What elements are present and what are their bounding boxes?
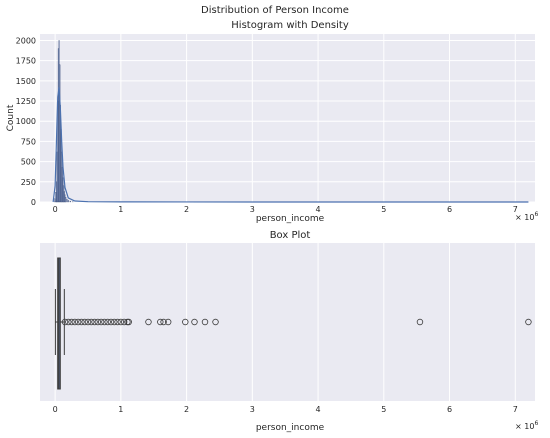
boxplot-x-tick-label: 0 [53, 405, 58, 414]
histogram-y-tick-label: 250 [21, 178, 36, 187]
boxplot-outlier [416, 318, 424, 326]
histogram-title: Histogram with Density [231, 20, 349, 31]
histogram-x-scale-text: × 10 [515, 213, 534, 222]
boxplot-x-tick-label: 4 [316, 405, 321, 414]
boxplot-outlier [91, 318, 98, 326]
density-curve [52, 87, 529, 203]
histogram-y-axis-label: Count [6, 104, 16, 131]
histogram-x-axis-label: person_income [256, 214, 325, 224]
histogram-y-tick-label: 750 [21, 137, 36, 146]
boxplot-outlier [68, 318, 75, 326]
histogram-x-tick-label: 3 [250, 205, 255, 214]
histogram-x-tick-label: 6 [447, 205, 452, 214]
histogram-y-tick-label: 2000 [16, 36, 36, 45]
boxplot-outlier [182, 318, 189, 326]
histogram-bars [54, 40, 74, 203]
histogram-x-tick-label: 1 [118, 205, 123, 214]
boxplot-outlier [97, 318, 105, 326]
histogram-y-tick-label: 1250 [16, 97, 36, 106]
boxplot-outlier [120, 318, 128, 326]
histogram-grid [40, 34, 535, 203]
boxplot-outlier [164, 318, 172, 326]
histogram-y-tick-label: 1500 [16, 77, 36, 86]
boxplot-outlier [201, 318, 209, 326]
boxplot-outlier [78, 318, 85, 326]
boxplot-outlier [81, 318, 88, 326]
boxplot-x-tick-label: 1 [118, 405, 123, 414]
boxplot-outlier [114, 318, 121, 326]
boxplot-x-scale-text: × 10 [515, 422, 534, 431]
boxplot-x-tick-label: 2 [184, 405, 189, 414]
histogram-y-ticks: 0 250 500 750 1000 1250 1500 1750 2000 [16, 36, 36, 207]
boxplot-plot-area [40, 243, 535, 401]
histogram-x-tick-label: 4 [316, 205, 321, 214]
boxplot-outlier [107, 318, 115, 326]
boxplot-x-tick-label: 5 [381, 405, 386, 414]
boxplot-outlier [160, 318, 167, 326]
boxplot-outlier [212, 318, 219, 326]
boxplot-marks [54, 257, 532, 390]
boxplot-outlier [125, 318, 132, 326]
boxplot-x-scale-exponent: 6 [534, 420, 538, 427]
boxplot-outlier [65, 318, 72, 326]
boxplot-outlier [94, 318, 102, 326]
histogram-plot-area [40, 34, 535, 202]
boxplot-x-tick-label: 3 [250, 405, 255, 414]
boxplot-outlier [88, 318, 95, 326]
histogram-x-tick-label: 2 [184, 205, 189, 214]
boxplot-x-ticks: 0 1 2 3 4 5 6 7 [53, 405, 518, 414]
histogram-x-tick-label: 0 [53, 205, 58, 214]
histogram-bar [54, 198, 56, 203]
boxplot-outlier [157, 318, 164, 326]
boxplot-x-scale-factor: × 106 [515, 420, 538, 431]
histogram-panel: Histogram with Density 0 1 2 3 4 5 6 7 0 250 500 7… [6, 20, 538, 224]
boxplot-outlier [525, 318, 532, 326]
histogram-x-ticks: 0 1 2 3 4 5 6 7 [53, 205, 518, 214]
boxplot-outlier [71, 318, 79, 326]
boxplot-outlier [74, 318, 82, 326]
boxplot-x-tick-label: 7 [513, 405, 518, 414]
boxplot-outlier [104, 318, 111, 326]
histogram-bar [69, 201, 71, 203]
histogram-x-tick-label: 7 [513, 205, 518, 214]
boxplot-outlier [191, 318, 198, 326]
boxplot-x-axis-label: person_income [256, 423, 325, 433]
boxplot-x-tick-label: 6 [447, 405, 452, 414]
histogram-x-tick-label: 5 [381, 205, 386, 214]
boxplot-outlier [61, 318, 69, 326]
histogram-bar [67, 200, 69, 203]
histogram-y-tick-label: 1750 [16, 57, 36, 66]
boxplot-title: Box Plot [270, 230, 311, 241]
boxplot-outlier [111, 318, 118, 326]
figure-title: Distribution of Person Income [201, 5, 349, 16]
histogram-bar [66, 199, 68, 203]
histogram-y-tick-label: 1000 [16, 117, 36, 126]
histogram-y-tick-label: 0 [31, 198, 36, 207]
histogram-x-scale-exponent: 6 [534, 211, 538, 218]
boxplot-outlier [101, 318, 108, 326]
histogram-bar [65, 197, 67, 203]
histogram-x-scale-factor: × 106 [515, 211, 538, 222]
boxplot-grid [54, 243, 516, 401]
boxplot-outlier [84, 318, 92, 326]
histogram-y-tick-label: 500 [21, 158, 36, 167]
boxplot-outlier [117, 318, 125, 326]
boxplot-outlier [145, 318, 152, 326]
